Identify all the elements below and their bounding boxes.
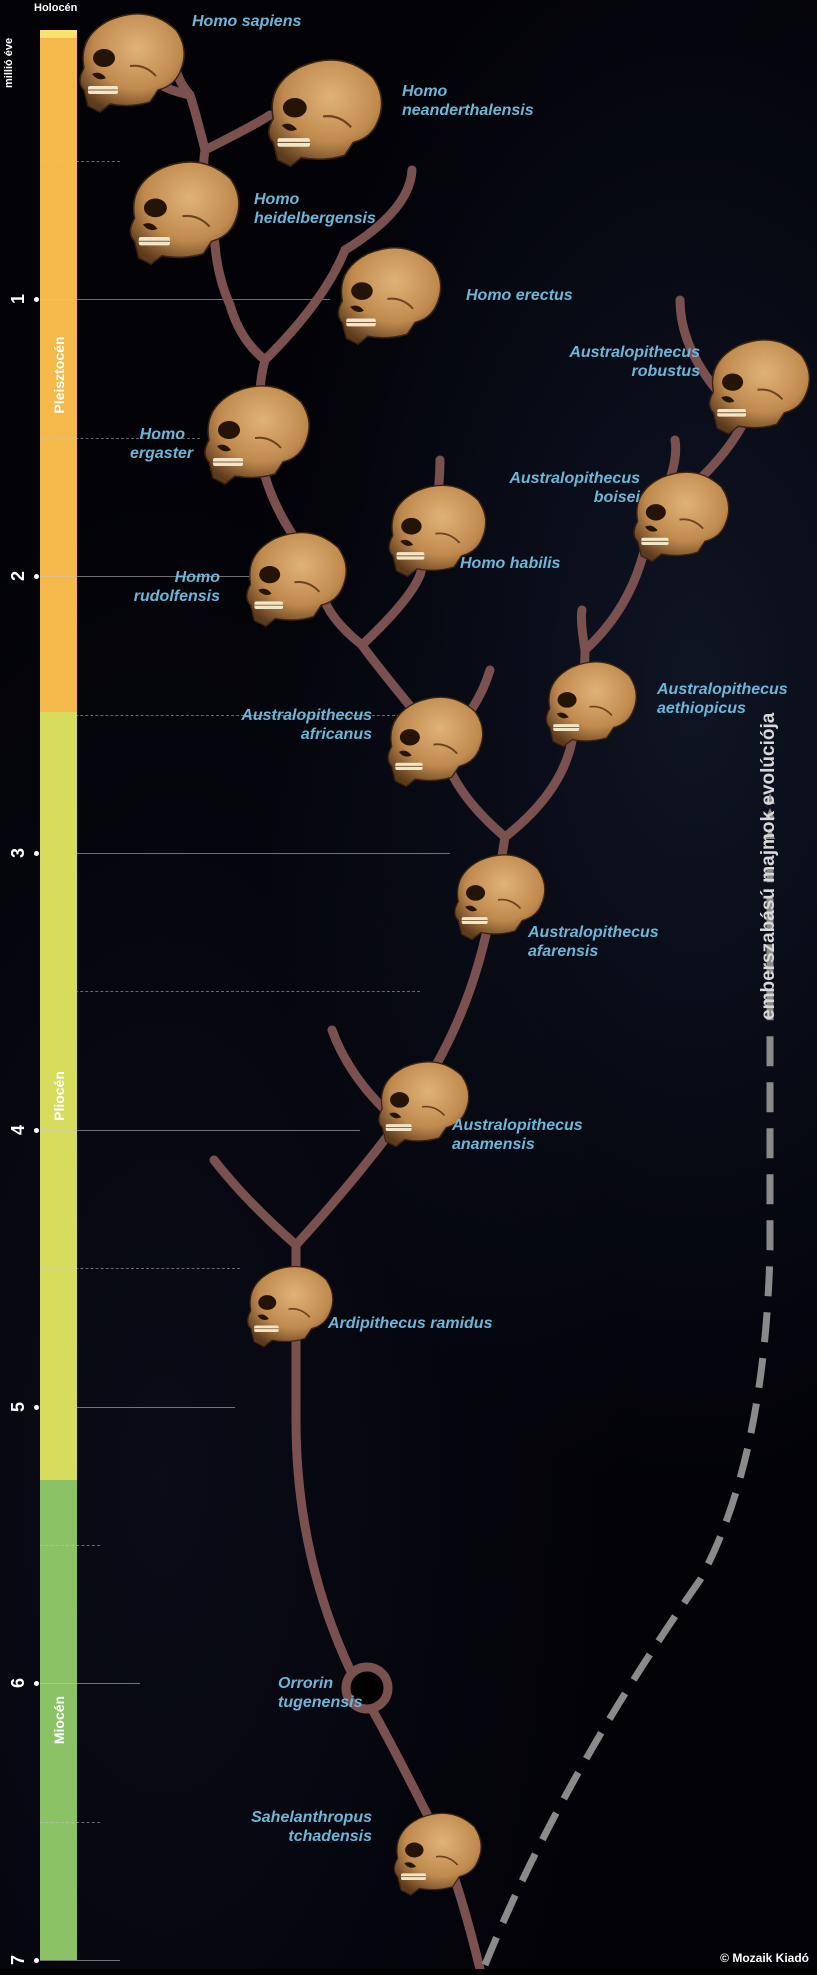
skull-homo-rudolfensis-icon xyxy=(232,525,357,630)
era-band-miocene: Miocén xyxy=(40,1480,77,1960)
grid-line xyxy=(40,991,420,992)
label-homo-rudolfensis: Homo rudolfensis xyxy=(133,569,220,605)
branch-neanderthal-stub xyxy=(340,165,417,255)
era-band-holocene xyxy=(40,30,77,38)
tick-mark-1 xyxy=(34,297,39,302)
ape-evolution-dashed-line xyxy=(481,870,774,1967)
skull-australopithecus-africanus-icon xyxy=(376,690,491,790)
arrow-up-icon xyxy=(765,793,775,804)
branch-heidel-neander xyxy=(200,110,275,155)
tick-mark-4 xyxy=(34,1128,39,1133)
label-australopithecus-anamensis: Australopithecus anamensis xyxy=(452,1117,583,1153)
tick-mark-7 xyxy=(34,1958,39,1963)
skull-homo-neanderthalensis-icon xyxy=(258,50,388,172)
skull-homo-ergaster-icon xyxy=(195,378,315,488)
label-homo-habilis: Homo habilis xyxy=(460,555,561,572)
skull-australopithecus-anamensis-icon xyxy=(367,1055,477,1150)
skull-homo-sapiens-icon xyxy=(70,5,190,117)
ape-evolution-label: emberszabású majmok evolúciója xyxy=(758,712,779,1020)
grid-line xyxy=(40,161,120,162)
grid-line xyxy=(40,715,400,716)
label-australopithecus-robustus: Australopithecus robustus xyxy=(569,344,700,380)
tick-mark-5 xyxy=(34,1405,39,1410)
grid-line xyxy=(40,576,250,577)
era-band-pliocene: Pliocén xyxy=(40,712,77,1480)
grid-line xyxy=(40,1822,100,1823)
tick-mark-2 xyxy=(34,574,39,579)
grid-line xyxy=(40,853,450,854)
branch-erectus xyxy=(260,245,350,365)
branch-node-right xyxy=(500,730,578,842)
skull-homo-habilis-icon xyxy=(378,478,493,580)
tick-mark-6 xyxy=(34,1681,39,1686)
label-homo-sapiens: Homo sapiens xyxy=(192,13,302,30)
grid-line xyxy=(40,1407,235,1408)
branch-ardi-fork-left xyxy=(209,1155,301,1250)
grid-line xyxy=(40,1130,360,1131)
label-orrorin-tugenensis: Orrorin tugenensis xyxy=(278,1675,363,1711)
copyright: © Mozaik Kiadó xyxy=(720,1951,809,1965)
skull-australopithecus-afarensis-icon xyxy=(443,848,553,943)
branch-homo-fork-right xyxy=(357,570,425,650)
arrow-up-icon xyxy=(765,808,775,819)
label-homo-heidelbergensis: Homo heidelbergensis xyxy=(254,191,376,227)
label-homo-ergaster: Homo ergaster xyxy=(130,426,194,462)
grid-line xyxy=(40,1545,100,1546)
era-label-holocene: Holocén xyxy=(34,2,78,14)
tick-mark-3 xyxy=(34,851,39,856)
label-australopithecus-aethiopicus: Australopithecus aethiopicus xyxy=(657,681,788,717)
label-ardipithecus-ramidus: Ardipithecus ramidus xyxy=(328,1315,493,1332)
skull-australopithecus-robustus-icon xyxy=(700,330,815,440)
label-australopithecus-afarensis: Australopithecus afarensis xyxy=(528,924,659,960)
grid-line xyxy=(40,299,330,300)
grid-line xyxy=(40,1268,240,1269)
arrow-up-icon xyxy=(765,828,775,839)
skull-sahelanthropus-tchadensis-icon xyxy=(386,1805,486,1900)
label-australopithecus-boisei: Australopithecus boisei xyxy=(509,470,640,506)
grid-line xyxy=(40,1960,120,1961)
era-band-pleistocene: Pleisztocén xyxy=(40,38,77,712)
skull-ardipithecus-ramidus-icon xyxy=(236,1260,341,1350)
label-australopithecus-africanus: Australopithecus africanus xyxy=(241,707,372,743)
label-homo-neanderthalensis: Homo neanderthalensis xyxy=(402,83,534,119)
label-homo-erectus: Homo erectus xyxy=(466,287,573,304)
grid-line xyxy=(40,438,200,439)
branch-aethio-stub xyxy=(576,605,590,655)
skull-australopithecus-aethiopicus-icon xyxy=(537,655,642,750)
label-sahelanthropus-tchadensis: Sahelanthropus tchadensis xyxy=(251,1809,372,1845)
grid-line xyxy=(40,1683,140,1684)
orrorin-node-ring xyxy=(341,1662,393,1714)
skull-homo-erectus-icon xyxy=(325,240,450,348)
skull-homo-heidelbergensis-icon xyxy=(120,152,245,270)
skull-australopithecus-boisei-icon xyxy=(622,465,737,565)
